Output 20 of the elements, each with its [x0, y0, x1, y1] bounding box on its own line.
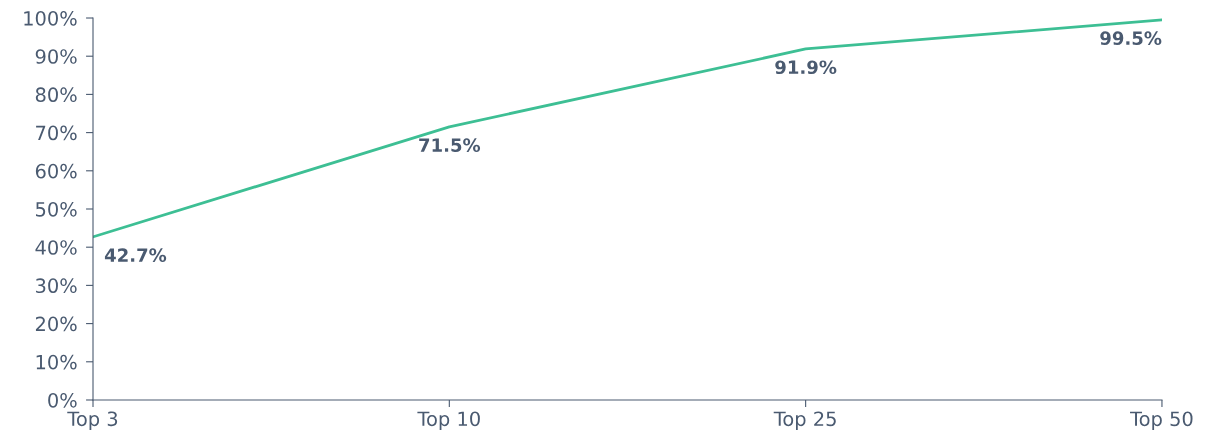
- y-tick-label: 20%: [35, 316, 77, 332]
- line-series: [93, 18, 1162, 239]
- y-tick-label: 60%: [35, 163, 77, 179]
- x-tick-label: Top 10: [417, 411, 480, 430]
- y-tick-label: 30%: [35, 278, 77, 294]
- data-label: 91.9%: [775, 60, 837, 75]
- y-tick-label: 80%: [35, 87, 77, 103]
- y-tick-label: 40%: [35, 240, 77, 255]
- y-tick-label: 70%: [36, 125, 77, 141]
- y-tick-label: 90%: [35, 49, 77, 64]
- data-label: 71.5%: [419, 138, 481, 152]
- y-tick-label: 100%: [24, 10, 77, 26]
- y-tick-label: 0%: [48, 392, 77, 408]
- x-tick-label: Top 25: [773, 411, 836, 430]
- x-tick-label: Top 50: [1130, 411, 1193, 430]
- data-label: 42.7%: [104, 248, 167, 262]
- data-label: 99.5%: [1100, 31, 1162, 45]
- y-tick-label: 50%: [36, 201, 77, 217]
- y-tick-label: 10%: [36, 354, 77, 370]
- x-tick-label: Top 3: [67, 411, 118, 430]
